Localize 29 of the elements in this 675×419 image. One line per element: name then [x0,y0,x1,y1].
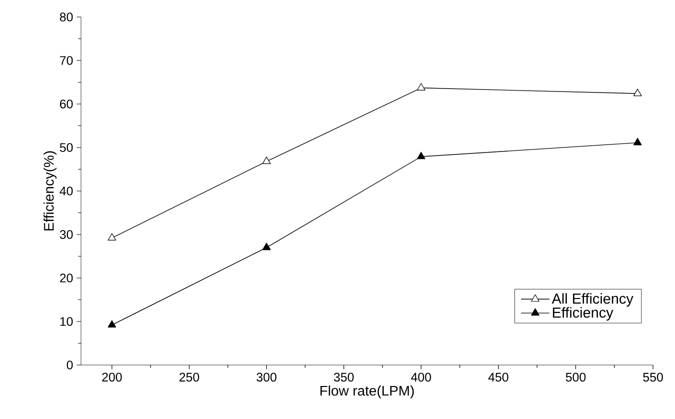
x-tick-label: 500 [566,372,586,382]
x-axis-title: Flow rate(LPM) [320,385,414,398]
y-tick-label: 20 [60,274,73,282]
y-tick-label: 50 [60,143,73,152]
x-tick-label: 450 [488,372,508,382]
y-tick-label: 60 [60,100,73,108]
point [416,83,426,90]
point [262,156,271,164]
x-tick-label: 250 [179,372,200,382]
x-tick-label: 400 [411,372,432,382]
x-tick-label: 550 [643,372,663,382]
x-tick-label: 350 [334,372,354,382]
point [262,242,271,250]
y-axis-title: Efficiency(%) [44,151,57,230]
y-tick-label: 80 [60,12,73,22]
y-tick-label: 40 [60,186,73,196]
legend-label: Efficiency [552,307,614,321]
point [633,88,642,96]
y-tick-label: 0 [66,360,73,370]
x-tick-label: 200 [102,372,122,382]
x-tick-label: 300 [256,372,276,382]
y-tick-label: 10 [60,317,73,326]
y-tick-label: 70 [60,56,73,65]
point [416,152,426,160]
point [633,138,642,146]
legend-label: All Efficiency [552,293,634,307]
point [108,320,116,328]
point [108,233,116,241]
y-tick-label: 30 [60,230,73,239]
